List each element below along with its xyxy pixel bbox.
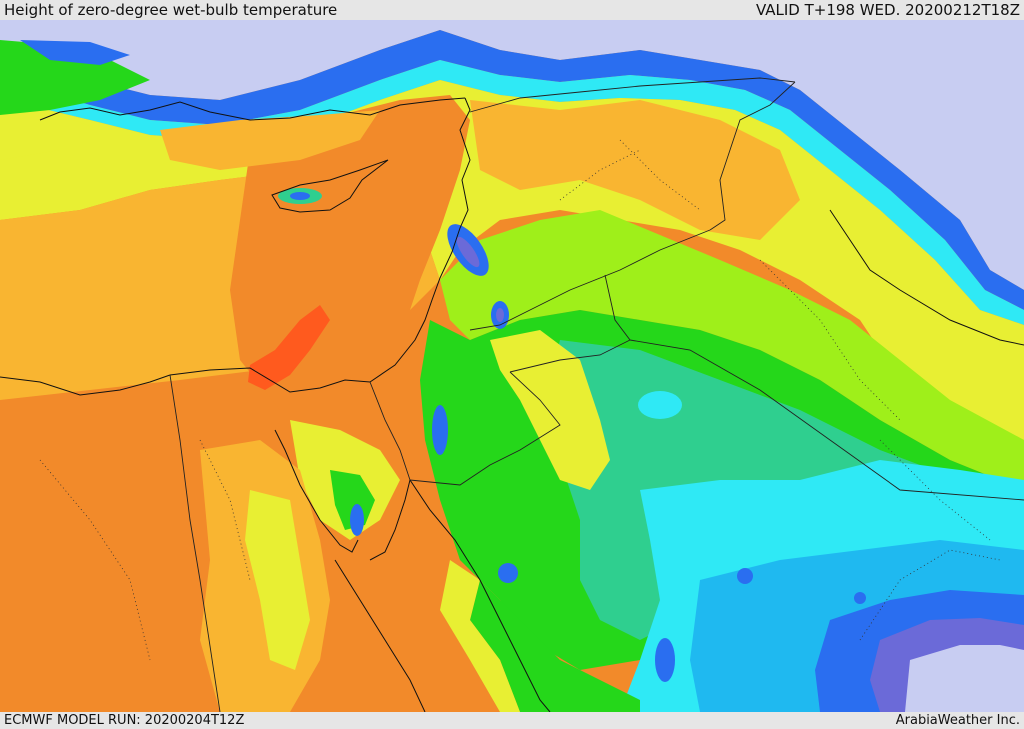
spot-asir	[655, 638, 675, 682]
field-light-orange-syria	[470, 100, 800, 240]
border-syria-iraq	[469, 229, 711, 331]
field-red-hotspot	[248, 305, 330, 390]
coast-gulf	[829, 209, 1024, 346]
footer-bar: ECMWF MODEL RUN: 20200204T12Z ArabiaWeat…	[0, 712, 1024, 729]
spot-cyprus-inner	[290, 192, 310, 200]
valid-time: VALID T+198 WED. 20200212T18Z	[755, 1, 1020, 19]
spot-lebanon-inner	[456, 236, 480, 268]
field-blue-north	[0, 30, 1024, 310]
coast-cyprus	[271, 159, 389, 213]
field-green-aegean	[0, 40, 150, 115]
border-jordan-saudi	[409, 371, 561, 486]
coastlines	[0, 97, 1024, 712]
spot-east-cyan	[638, 391, 682, 419]
field-green-coast	[470, 580, 640, 712]
coast-redsea-west	[334, 559, 426, 712]
map-canvas	[0, 20, 1024, 712]
credit: ArabiaWeather Inc.	[895, 713, 1020, 728]
field-yellow-coast	[440, 560, 520, 712]
admin-lines	[39, 139, 1001, 661]
coast-gulf-suez	[274, 429, 359, 553]
model-run: ECMWF MODEL RUN: 20200204T12Z	[4, 713, 245, 728]
border-saudi-iraq	[629, 339, 1024, 501]
coast-libya	[0, 374, 171, 396]
field-light-orange-turkey	[160, 110, 380, 170]
border-jordan-iraq	[509, 274, 631, 373]
spot-se-blue-a	[737, 568, 753, 584]
spot-jordan	[432, 405, 448, 455]
border-egypt-israel	[369, 381, 411, 481]
field-lavender	[0, 20, 1024, 290]
header-bar: Height of zero-degree wet-bulb temperatu…	[0, 0, 1024, 20]
coast-redsea-east	[409, 479, 551, 712]
field-blue-aegean	[20, 40, 130, 65]
spot-se-blue-b	[854, 592, 866, 604]
field-lime	[440, 210, 1024, 490]
border-iraq-iran	[709, 81, 796, 231]
border-syria-turkey	[469, 77, 796, 113]
borders	[169, 77, 1024, 712]
spot-sinai	[350, 504, 364, 536]
coast-levant	[169, 97, 471, 393]
spot-hejaz	[498, 563, 518, 583]
border-egypt-libya	[169, 374, 221, 712]
field-yellow-nile	[245, 490, 310, 670]
field-green-sinai	[330, 470, 375, 530]
coast-turkey-south	[39, 97, 466, 121]
spot-hermon-inner	[496, 308, 504, 322]
coast-gulf-aqaba	[369, 479, 411, 561]
map-title: Height of zero-degree wet-bulb temperatu…	[4, 1, 338, 19]
weather-map[interactable]	[0, 20, 1024, 712]
field-lavender-se	[905, 645, 1024, 712]
field-yellow-aegean	[0, 115, 100, 160]
